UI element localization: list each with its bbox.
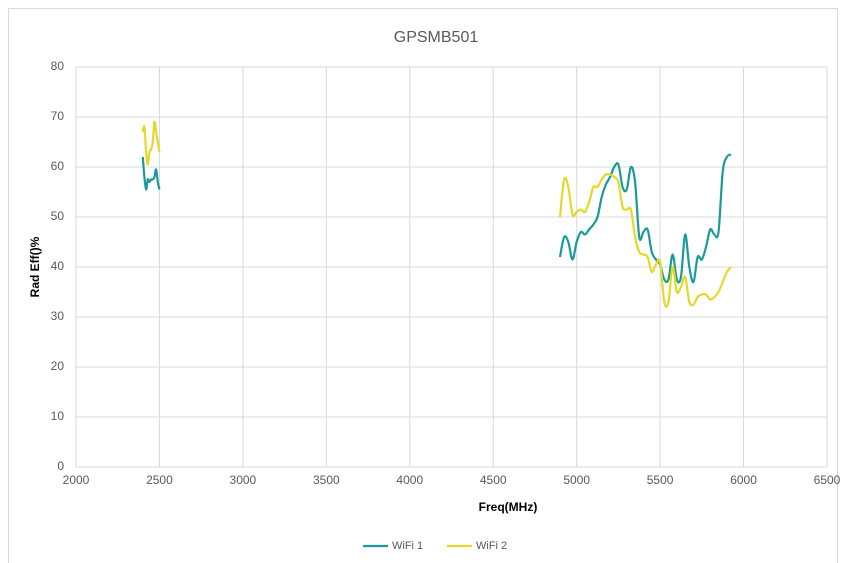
y-tick-label: 40 — [51, 259, 65, 273]
series-line — [141, 153, 732, 284]
series-line — [141, 120, 732, 308]
x-tick-label: 6000 — [730, 473, 757, 487]
x-tick-label: 5500 — [647, 473, 674, 487]
chart-title: GPSMB501 — [394, 29, 479, 46]
y-tick-label: 10 — [51, 409, 65, 423]
x-axis-label: Freq(MHz) — [479, 500, 538, 514]
y-tick-label: 30 — [51, 309, 65, 323]
y-tick-label: 50 — [51, 209, 65, 223]
x-tick-label: 3500 — [313, 473, 340, 487]
x-tick-label: 2500 — [146, 473, 173, 487]
y-tick-label: 60 — [51, 159, 65, 173]
y-axis-label: Rad Eff()% — [28, 236, 42, 297]
x-tick-label: 3000 — [230, 473, 257, 487]
legend-label: WiFi 2 — [476, 540, 507, 552]
y-tick-label: 80 — [51, 59, 65, 73]
y-tick-label: 70 — [51, 109, 65, 123]
x-tick-label: 4000 — [396, 473, 423, 487]
y-tick-label: 0 — [57, 459, 64, 473]
x-tick-label: 6500 — [814, 473, 841, 487]
x-tick-label: 4500 — [480, 473, 507, 487]
x-tick-label: 2000 — [63, 473, 90, 487]
y-tick-label: 20 — [51, 359, 65, 373]
chart-frame — [8, 8, 838, 563]
legend-label: WiFi 1 — [392, 540, 423, 552]
x-tick-label: 5000 — [563, 473, 590, 487]
